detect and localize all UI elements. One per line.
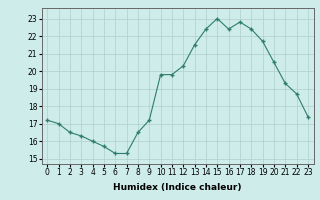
X-axis label: Humidex (Indice chaleur): Humidex (Indice chaleur): [113, 183, 242, 192]
